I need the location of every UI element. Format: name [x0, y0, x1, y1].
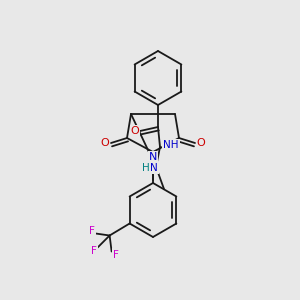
Text: F: F [89, 226, 94, 236]
Text: O: O [196, 138, 206, 148]
Text: O: O [100, 138, 109, 148]
Text: N: N [149, 152, 157, 162]
Text: F: F [91, 245, 97, 256]
Text: F: F [113, 250, 118, 260]
Text: NH: NH [163, 140, 178, 150]
Text: H: H [142, 163, 150, 173]
Text: O: O [130, 126, 140, 136]
Text: N: N [150, 163, 158, 173]
